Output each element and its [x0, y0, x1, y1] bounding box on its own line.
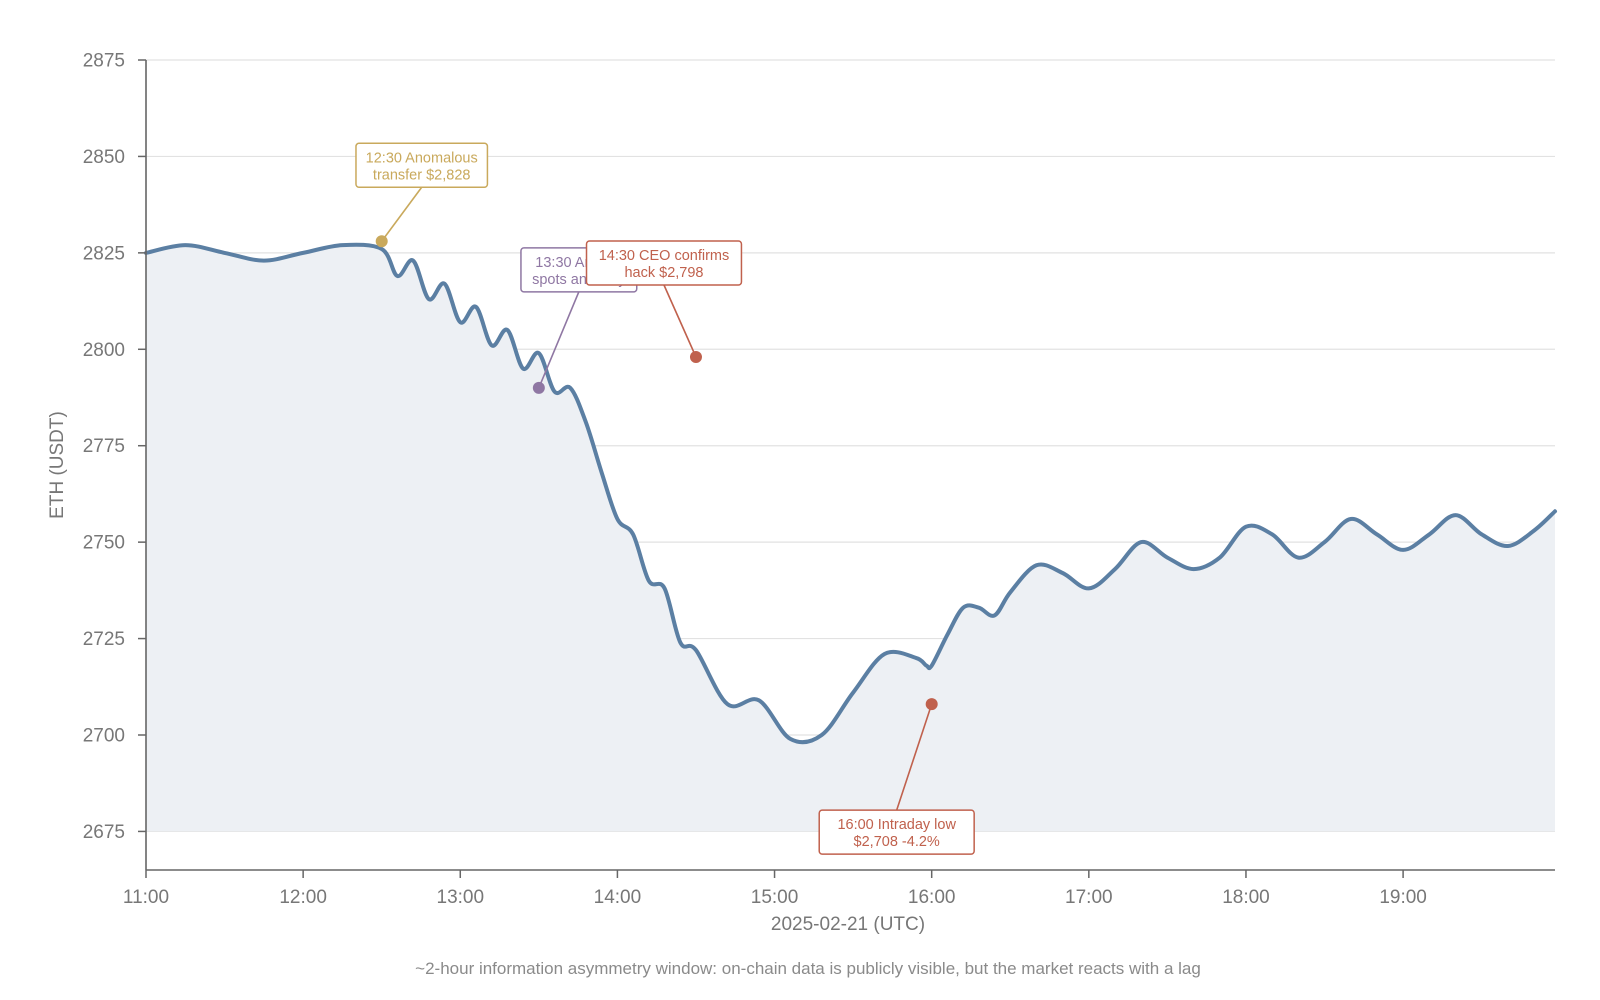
line-layer	[144, 242, 1557, 745]
annotation-label: 16:00 Intraday low	[837, 817, 956, 833]
annotation-label: hack $2,798	[624, 265, 703, 281]
y-tick-label: 2825	[83, 243, 125, 264]
y-axis-title: ETH (USDT)	[47, 411, 68, 519]
annotation-box	[818, 809, 975, 855]
y-tick-label: 2700	[83, 726, 125, 747]
annotation-marker	[375, 235, 388, 248]
x-tick-label: 15:00	[751, 887, 799, 908]
annotation: 16:00 Intraday low$2,708 -4.2%	[818, 698, 975, 855]
annotation-marker	[689, 351, 702, 363]
annotation-label: transfer $2,828	[373, 167, 471, 183]
price-line	[144, 242, 1557, 745]
x-tick-label: 19:00	[1379, 887, 1427, 908]
y-tick-label: 2675	[83, 822, 125, 843]
x-tick-label: 12:00	[279, 887, 327, 908]
axis-layer: 2675 2700 2725 2750 2775 2800 2825 2850 2875 11:0…	[83, 51, 1555, 908]
annotation-label: 14:30 CEO confirms	[599, 248, 730, 264]
x-axis-title: 2025-02-21 (UTC)	[771, 914, 925, 935]
annotation-leader	[895, 703, 933, 811]
annotation-marker	[532, 381, 545, 394]
y-tick-label: 2800	[83, 340, 125, 361]
annotation-marker	[925, 698, 938, 711]
annotation-box	[355, 142, 489, 189]
y-tick-label: 2850	[83, 147, 125, 168]
y-tick-label: 2750	[83, 533, 125, 554]
x-tick-label: 13:00	[437, 887, 485, 908]
annotation-leader	[538, 291, 580, 389]
x-tick-label: 11:00	[123, 887, 169, 908]
price-area	[146, 244, 1555, 832]
x-tick-label: 17:00	[1065, 887, 1113, 908]
annotation-leader	[663, 284, 697, 358]
y-tick-label: 2725	[83, 629, 125, 650]
y-tick-label: 2775	[83, 436, 125, 457]
chart-caption: ~2-hour information asymmetry window: on…	[415, 959, 1201, 978]
annotation-leader	[381, 186, 423, 242]
x-tick-label: 16:00	[908, 887, 956, 908]
annotation-box	[585, 240, 743, 286]
y-tick-label: 2875	[83, 51, 125, 72]
annotation-label: $2,708 -4.2%	[854, 834, 940, 850]
x-tick-label: 14:00	[594, 887, 642, 908]
annotation-label: 12:30 Anomalous	[366, 150, 478, 166]
x-tick-label: 18:00	[1222, 887, 1270, 908]
area-layer	[146, 244, 1555, 832]
